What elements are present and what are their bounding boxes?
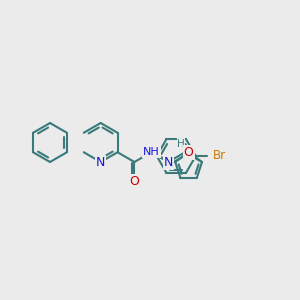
Text: H: H	[177, 139, 184, 148]
Text: N: N	[164, 155, 173, 169]
Text: O: O	[184, 146, 194, 159]
Text: N: N	[96, 155, 105, 169]
Text: Br: Br	[212, 149, 226, 163]
Text: NH: NH	[143, 147, 160, 157]
Text: O: O	[130, 175, 140, 188]
